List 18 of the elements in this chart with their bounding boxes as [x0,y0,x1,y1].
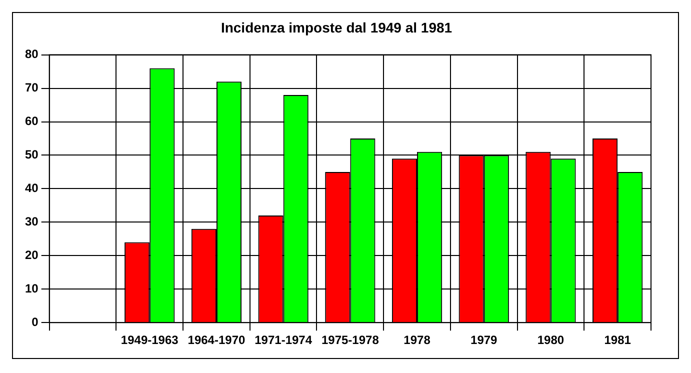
y-tick-label: 50 [24,148,39,162]
x-tick-label: 1975-1978 [321,333,380,348]
x-tick-label: 1978 [404,333,431,348]
chart-title: Incidenza imposte dal 1949 al 1981 [220,19,452,36]
y-tick-label: 60 [24,114,39,128]
x-tick-label: 1971-1974 [254,333,312,348]
x-tick-label: 1981 [604,333,632,348]
x-tick-label: 1949-1963 [120,333,179,348]
y-tick-label: 80 [24,47,39,62]
y-tick-label: 10 [24,281,39,296]
y-tick-label: 20 [24,248,39,262]
x-tick-label: 1980 [537,333,564,348]
y-tick-label: 0 [32,314,39,329]
x-tick-label: 1964-1970 [188,333,246,348]
y-tick-label: 40 [24,181,39,196]
y-tick-label: 70 [24,80,39,95]
y-tick-label: 30 [24,214,39,228]
x-tick-label: 1979 [470,333,498,348]
